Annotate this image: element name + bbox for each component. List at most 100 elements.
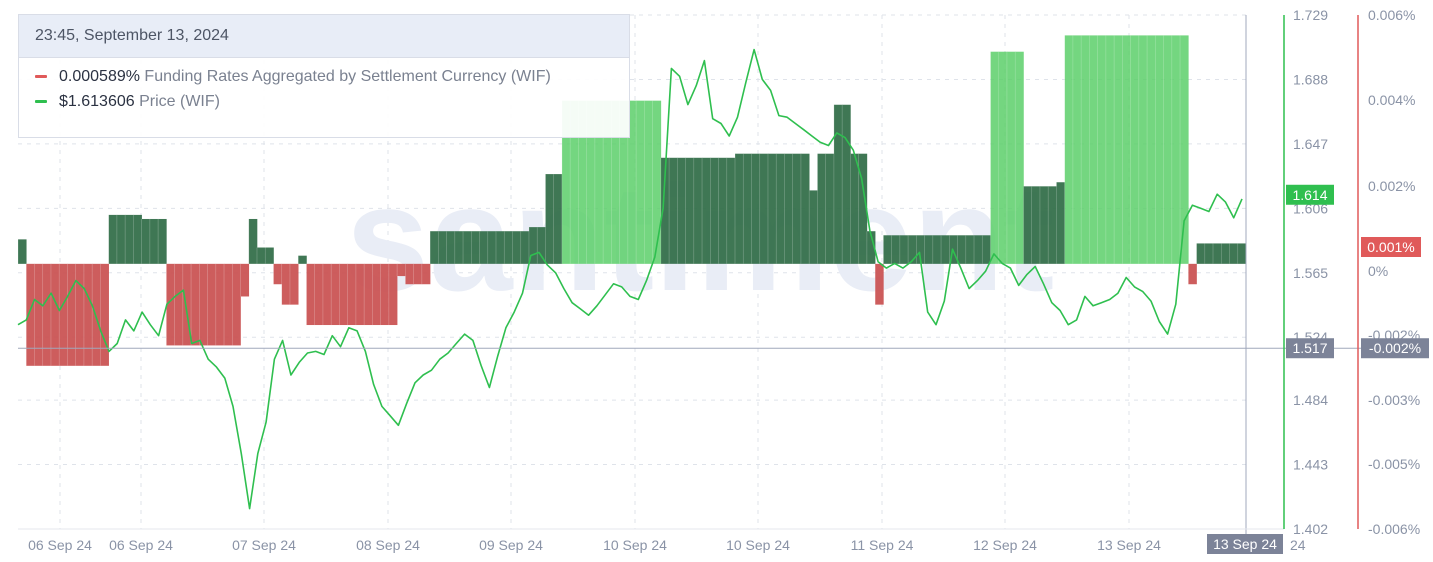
funding-bar	[627, 100, 637, 264]
funding-bar	[133, 214, 142, 264]
funding-bar	[998, 51, 1008, 264]
tooltip: 23:45, September 13, 2024 0.000589% Fund…	[18, 14, 630, 138]
x-tick-label: 13 Sep 24	[1097, 537, 1161, 553]
price-tick-label: 1.647	[1293, 136, 1328, 152]
funding-bar	[578, 100, 587, 264]
funding-bar	[463, 231, 472, 264]
funding-bar	[479, 231, 489, 264]
rate-tick-label: 0.004%	[1368, 92, 1415, 108]
funding-bar	[166, 263, 175, 346]
funding-bar	[710, 157, 719, 264]
funding-bar	[42, 263, 52, 366]
funding-bar	[306, 263, 315, 326]
funding-bar	[817, 153, 826, 264]
funding-bar	[776, 153, 785, 264]
funding-bar	[825, 153, 835, 264]
last-rate-badge-bg	[1361, 237, 1421, 257]
funding-bar	[669, 157, 678, 264]
crosshair-price-badge-bg	[1286, 338, 1334, 359]
funding-bar	[916, 235, 925, 264]
x-tick-label: 10 Sep 24	[726, 537, 790, 553]
funding-bar	[586, 100, 596, 264]
funding-value: 0.000589%	[59, 68, 140, 85]
funding-bar	[314, 263, 324, 326]
funding-label: Funding Rates Aggregated by Settlement C…	[144, 68, 551, 85]
funding-bar	[924, 235, 934, 264]
funding-bar	[759, 153, 769, 264]
crosshair-rate-badge-bg	[1361, 338, 1429, 359]
funding-bar	[809, 190, 818, 264]
funding-bar	[26, 263, 35, 366]
funding-bar	[265, 247, 274, 264]
funding-bar	[1114, 35, 1123, 264]
funding-bar	[240, 263, 250, 297]
funding-bar	[685, 157, 695, 264]
funding-bar	[1204, 243, 1214, 264]
last-price-badge: 1.614	[1292, 187, 1327, 203]
last-rate-badge: 0.001%	[1367, 239, 1414, 255]
funding-bar	[59, 263, 68, 366]
funding-bar	[232, 263, 241, 346]
funding-bar	[1122, 35, 1131, 264]
funding-bar	[1089, 35, 1098, 264]
price-tick-label: 1.688	[1293, 71, 1328, 87]
crosshair-rate-badge: -0.002%	[1369, 340, 1421, 356]
funding-bar	[1081, 35, 1090, 264]
funding-bar	[471, 231, 480, 264]
funding-bar	[421, 263, 431, 285]
rate-tick-label: -0.003%	[1368, 392, 1420, 408]
funding-bar	[908, 235, 917, 264]
funding-bar	[1015, 51, 1024, 264]
funding-bars	[17, 35, 1247, 366]
funding-bar	[545, 174, 554, 264]
funding-bar	[1196, 243, 1206, 264]
funding-bar	[1105, 35, 1115, 264]
funding-bar	[883, 235, 892, 264]
funding-bar	[430, 231, 439, 264]
funding-bar	[866, 231, 876, 264]
funding-bar	[932, 235, 942, 264]
funding-bar	[397, 263, 406, 277]
funding-bar	[454, 231, 464, 264]
funding-bar	[380, 263, 390, 326]
x-tick-label: 07 Sep 24	[232, 537, 296, 553]
funding-bar	[355, 263, 365, 326]
price-tick-label: 1.484	[1293, 392, 1328, 408]
funding-bar	[174, 263, 184, 346]
funding-bar	[899, 235, 909, 264]
last-price-badge-bg	[1286, 184, 1334, 205]
funding-bar	[1048, 186, 1057, 264]
rate-tick-label: 0%	[1368, 263, 1388, 279]
funding-bar	[1229, 243, 1239, 264]
funding-bar	[34, 263, 44, 366]
funding-bar	[784, 153, 794, 264]
price-value: $1.613606	[59, 93, 135, 110]
funding-bar	[388, 263, 398, 326]
funding-bar	[92, 263, 101, 366]
funding-bar	[322, 263, 332, 326]
funding-bar	[833, 104, 843, 264]
price-tick-label: 1.443	[1293, 457, 1328, 473]
funding-bar	[446, 231, 456, 264]
funding-bar	[1147, 35, 1156, 264]
funding-bar	[339, 263, 348, 326]
funding-bar	[1213, 243, 1222, 264]
funding-bar	[891, 235, 901, 264]
funding-bar	[982, 235, 991, 264]
x-tick-label: 06 Sep 24	[28, 537, 92, 553]
funding-bar	[735, 153, 744, 264]
funding-bar	[487, 231, 497, 264]
funding-bar	[603, 100, 612, 264]
funding-bar	[364, 263, 373, 326]
funding-bar	[677, 157, 686, 264]
funding-bar	[1171, 35, 1181, 264]
funding-bar	[537, 227, 546, 264]
funding-bar	[1006, 51, 1016, 264]
funding-bar	[273, 263, 283, 285]
funding-bar	[743, 153, 752, 264]
tooltip-date: 23:45, September 13, 2024	[19, 15, 629, 58]
funding-bar	[1180, 35, 1189, 264]
funding-bar	[1221, 243, 1230, 264]
price-legend-marker	[35, 100, 47, 104]
